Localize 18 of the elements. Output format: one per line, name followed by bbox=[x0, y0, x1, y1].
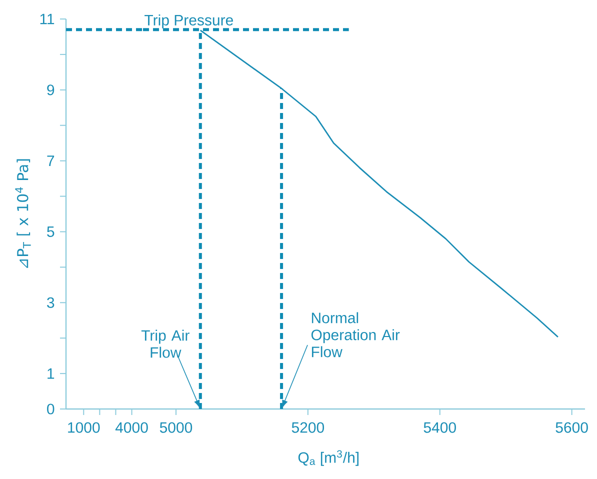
y-tick-label: 1 bbox=[48, 368, 54, 379]
x-tick-label: 5600 bbox=[556, 422, 588, 433]
x-tick-label: 4000 bbox=[115, 422, 148, 433]
annotation: Normal Operation Air Flow bbox=[311, 312, 400, 358]
x-axis-title: Q$_{a}$ [m$^{3}$/h] bbox=[298, 450, 358, 466]
annotation: Trip Air Flow bbox=[141, 330, 190, 358]
x-tick-label: 1000 bbox=[68, 422, 100, 433]
y-tick-label: 5 bbox=[47, 226, 54, 237]
y-tick-label: 7 bbox=[47, 156, 54, 166]
x-tick-label: 5400 bbox=[424, 422, 456, 433]
x-tick-label: 5200 bbox=[292, 422, 324, 433]
x-tick-label: 5000 bbox=[160, 422, 192, 433]
y-tick-label: 9 bbox=[47, 84, 54, 96]
y-tick-label: 3 bbox=[47, 297, 54, 308]
y-tick-label: 11 bbox=[40, 14, 54, 24]
y-axis-title: ⊿P$_{T}$ [ x 10$^{4}$ Pa] bbox=[15, 159, 31, 268]
y-tick-label: 0 bbox=[47, 404, 54, 414]
series-label: Trip Pressure bbox=[144, 14, 233, 28]
